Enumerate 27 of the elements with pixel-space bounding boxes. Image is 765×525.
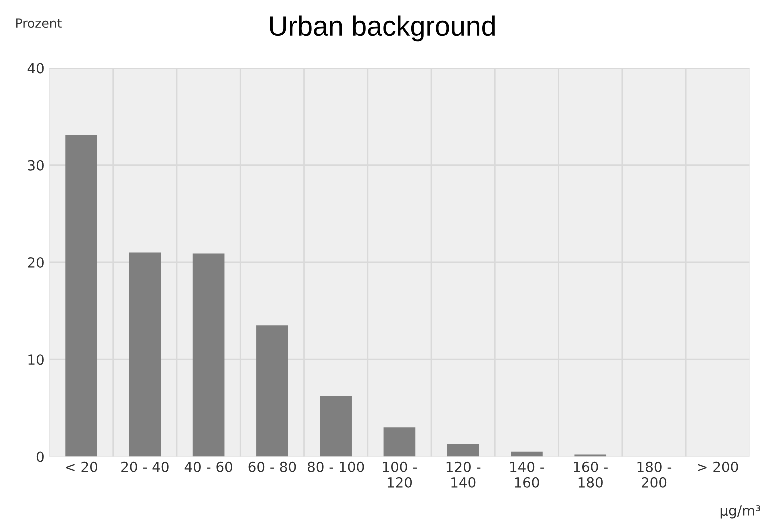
- bar: [129, 252, 162, 457]
- x-tick-label: 120 - 140: [446, 462, 481, 488]
- chart-title: Urban background: [270, 16, 495, 42]
- x-tick-label: 100 - 120: [383, 462, 418, 488]
- x-tick-label: 180 - 200: [638, 462, 672, 488]
- x-tick-label: 160 - 180: [574, 462, 608, 488]
- x-tick-label: 20 - 40: [122, 462, 169, 472]
- x-axis-title: µg/m³: [720, 506, 760, 519]
- bar: [384, 428, 416, 457]
- bar: [256, 326, 288, 457]
- x-tick-label: > 200: [698, 462, 738, 472]
- y-tick-label: 30: [28, 160, 44, 171]
- x-tick-label: 80 - 100: [308, 462, 364, 472]
- y-tick-label: 0: [36, 452, 44, 462]
- x-tick-label: 140 - 160: [510, 462, 544, 488]
- y-axis-title: Prozent: [16, 18, 62, 28]
- bar: [511, 452, 543, 457]
- bar: [66, 135, 98, 457]
- bar: [320, 396, 352, 457]
- y-tick-label: 10: [28, 354, 44, 366]
- x-tick-label: 60 - 80: [248, 462, 296, 472]
- x-tick-label: 40 - 60: [184, 462, 232, 472]
- bar: [192, 254, 225, 457]
- y-tick-label: 40: [28, 63, 44, 74]
- y-tick-label: 20: [28, 257, 44, 268]
- x-tick-label: < 20: [66, 462, 98, 472]
- bar: [447, 444, 480, 457]
